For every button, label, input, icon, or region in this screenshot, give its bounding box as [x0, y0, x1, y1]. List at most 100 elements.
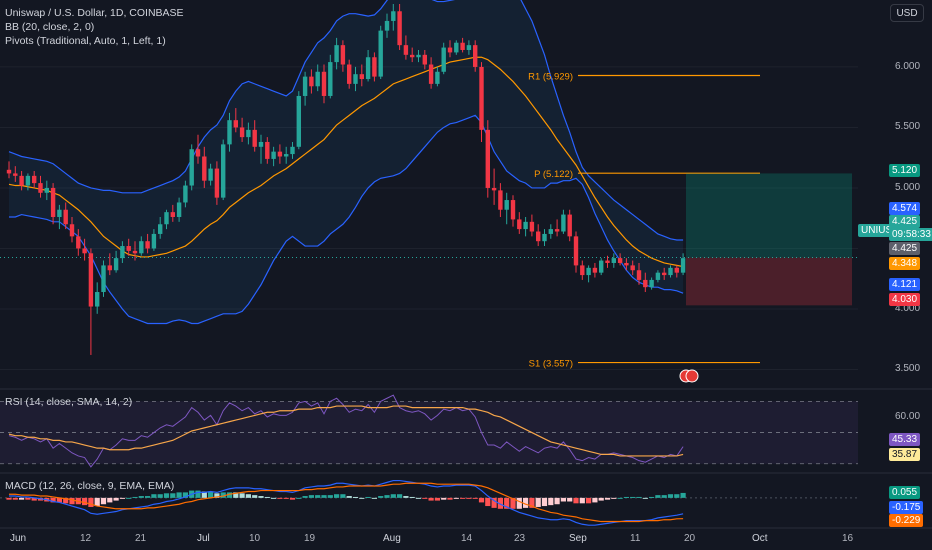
candle-body: [561, 214, 566, 232]
candle-body: [599, 260, 604, 273]
macd-histogram-bar: [478, 497, 485, 503]
macd-histogram-bar: [586, 497, 592, 504]
candle-body: [50, 187, 56, 217]
macd-histogram-bar: [50, 497, 56, 503]
macd-histogram-bar: [359, 497, 365, 499]
macd-histogram-bar: [554, 497, 560, 505]
macd-histogram-bar: [390, 494, 396, 498]
candle-body: [624, 262, 629, 266]
macd-histogram-bar: [176, 492, 182, 498]
candle-body: [384, 20, 390, 31]
macd-histogram-bar: [661, 495, 667, 498]
price-badge: 09:58:33: [889, 228, 932, 241]
candle-body: [428, 64, 434, 84]
candle-body: [479, 66, 484, 130]
pivot-label: S1 (3.557): [529, 359, 573, 370]
macd-histogram-bar: [604, 497, 611, 500]
main-legend: Uniswap / U.S. Dollar, 1D, COINBASE BB (…: [5, 6, 184, 48]
candle-body: [13, 173, 18, 176]
macd-histogram-bar: [630, 496, 636, 498]
price-badge: 4.030: [889, 293, 921, 306]
macd-histogram-bar: [403, 496, 409, 498]
candle-body: [630, 265, 635, 271]
macd-histogram-bar: [510, 497, 516, 509]
macd-histogram-bar: [529, 497, 535, 508]
candle-body: [195, 149, 201, 157]
candle-body: [353, 74, 358, 84]
macd-badge: -0.175: [889, 501, 924, 514]
candle-body: [485, 129, 490, 188]
candle-body: [441, 47, 446, 72]
candle-body: [498, 190, 503, 210]
candle-body: [290, 146, 295, 155]
macd-histogram-bar: [541, 497, 548, 507]
macd-histogram-bar: [617, 497, 623, 499]
chart-title[interactable]: Uniswap / U.S. Dollar, 1D, COINBASE: [5, 7, 184, 19]
candle-body: [643, 279, 648, 288]
macd-histogram-bar: [82, 497, 88, 506]
macd-histogram-bar: [340, 494, 346, 498]
macd-histogram-bar: [327, 495, 333, 498]
pivot-label: P (5.122): [534, 169, 573, 180]
candle-body: [422, 54, 427, 65]
candle-body: [674, 267, 679, 273]
candle-body: [309, 76, 314, 87]
bb-lower-line: [9, 114, 684, 325]
pivots-indicator-legend[interactable]: Pivots (Traditional, Auto, 1, Left, 1): [5, 35, 166, 47]
candle-body: [517, 219, 522, 230]
candle-body: [573, 236, 579, 266]
candle-body: [63, 209, 68, 225]
currency-button[interactable]: USD: [890, 4, 924, 22]
candle-body: [302, 76, 308, 96]
time-axis-label: 12: [80, 533, 92, 544]
macd-histogram-bar: [466, 497, 472, 499]
candle-body: [101, 265, 106, 293]
macd-histogram-bar: [94, 497, 100, 507]
rsi-legend[interactable]: RSI (14, close, SMA, 14, 2): [5, 396, 133, 408]
macd-histogram-bar: [504, 497, 510, 509]
macd-histogram-bar: [371, 497, 377, 499]
candle-body: [592, 267, 598, 273]
macd-histogram-bar: [277, 497, 283, 499]
macd-histogram-bar: [31, 497, 37, 501]
time-axis-label: Jul: [197, 533, 210, 544]
price-badge: 4.574: [889, 202, 921, 215]
macd-histogram-bar: [655, 495, 661, 498]
candle-body: [214, 168, 220, 198]
macd-histogram-bar: [252, 495, 258, 498]
candle-body: [662, 272, 667, 276]
candle-body: [315, 71, 320, 87]
macd-histogram-bar: [201, 491, 207, 498]
candle-body: [504, 200, 509, 210]
macd-badge: -0.229: [889, 514, 924, 527]
macd-histogram-bar: [315, 495, 321, 498]
rsi-ma-line: [8, 405, 684, 457]
candle-body: [132, 250, 138, 254]
macd-legend[interactable]: MACD (12, 26, close, 9, EMA, EMA): [5, 480, 175, 492]
candle-body: [372, 57, 377, 77]
macd-histogram-bar: [107, 497, 113, 503]
candle-body: [586, 267, 591, 276]
rsi-line: [8, 394, 684, 468]
macd-histogram-bar: [573, 497, 579, 504]
candle-body: [221, 144, 226, 198]
candle-body: [529, 221, 535, 232]
macd-histogram-bar: [302, 496, 308, 498]
macd-histogram-bar: [441, 497, 447, 500]
candle-body: [208, 168, 213, 181]
macd-histogram-bar: [289, 497, 296, 500]
pivot-label: R1 (5.929): [528, 72, 573, 83]
macd-histogram-bar: [472, 497, 478, 499]
candle-body: [277, 151, 283, 157]
bb-fill: [9, 0, 684, 324]
candle-body: [447, 47, 453, 53]
macd-histogram-bar: [132, 496, 138, 498]
candle-body: [95, 292, 100, 307]
macd-signal-line: [9, 482, 684, 523]
macd-histogram-bar: [170, 493, 176, 498]
bb-indicator-legend[interactable]: BB (20, close, 2, 0): [5, 21, 95, 33]
candle-body: [19, 175, 24, 186]
candle-body: [120, 246, 125, 259]
